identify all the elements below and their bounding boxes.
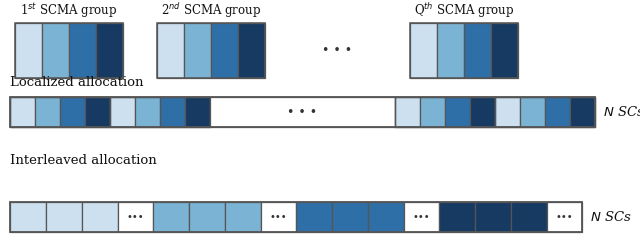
Bar [189, 202, 225, 232]
Bar [225, 202, 261, 232]
Bar [404, 202, 439, 232]
Bar [464, 23, 491, 78]
Bar [15, 23, 42, 78]
Bar [69, 23, 96, 78]
Bar [110, 97, 135, 127]
Bar [135, 97, 160, 127]
Text: Localized allocation: Localized allocation [10, 76, 143, 89]
Bar [511, 202, 547, 232]
Bar [118, 202, 153, 232]
Bar [470, 97, 495, 127]
Bar [238, 23, 265, 78]
Text: Interleaved allocation: Interleaved allocation [10, 154, 157, 167]
Bar [157, 23, 184, 78]
Text: • • •: • • • [323, 44, 353, 57]
Bar [184, 23, 211, 78]
Bar [211, 23, 238, 78]
Text: •••: ••• [127, 212, 144, 222]
Bar [261, 202, 296, 232]
Text: $N$ SCs: $N$ SCs [590, 210, 632, 224]
Bar [10, 202, 582, 232]
Bar [437, 23, 464, 78]
Bar [410, 23, 437, 78]
Bar [185, 97, 210, 127]
Bar [545, 97, 570, 127]
Bar [60, 97, 85, 127]
Bar [491, 23, 518, 78]
Bar [439, 202, 475, 232]
Bar [42, 23, 69, 78]
Text: 1$^{st}$ SCMA group: 1$^{st}$ SCMA group [20, 1, 118, 20]
Text: •••: ••• [269, 212, 287, 222]
Bar [10, 97, 110, 127]
Bar [520, 97, 545, 127]
Bar [296, 202, 332, 232]
Bar [10, 97, 35, 127]
Bar [157, 23, 265, 78]
Bar [85, 97, 110, 127]
Bar [15, 23, 123, 78]
Bar [110, 97, 210, 127]
Bar [395, 97, 495, 127]
Bar [82, 202, 118, 232]
Bar [210, 97, 395, 127]
Bar [10, 202, 46, 232]
Text: •••: ••• [413, 212, 430, 222]
Bar [46, 202, 82, 232]
Bar [410, 23, 518, 78]
Bar [570, 97, 595, 127]
Bar [495, 97, 595, 127]
Bar [495, 97, 520, 127]
Bar [10, 97, 595, 127]
Bar [160, 97, 185, 127]
Bar [420, 97, 445, 127]
Bar [445, 97, 470, 127]
Bar [368, 202, 404, 232]
Bar [153, 202, 189, 232]
Bar [332, 202, 368, 232]
Text: • • •: • • • [287, 106, 317, 119]
Text: Q$^{th}$ SCMA group: Q$^{th}$ SCMA group [414, 1, 514, 20]
Text: $N$ SCs: $N$ SCs [603, 105, 640, 119]
Bar [395, 97, 420, 127]
Bar [547, 202, 582, 232]
Text: •••: ••• [556, 212, 573, 222]
Text: 2$^{nd}$ SCMA group: 2$^{nd}$ SCMA group [161, 1, 261, 20]
Bar [35, 97, 60, 127]
Bar [475, 202, 511, 232]
Bar [96, 23, 123, 78]
